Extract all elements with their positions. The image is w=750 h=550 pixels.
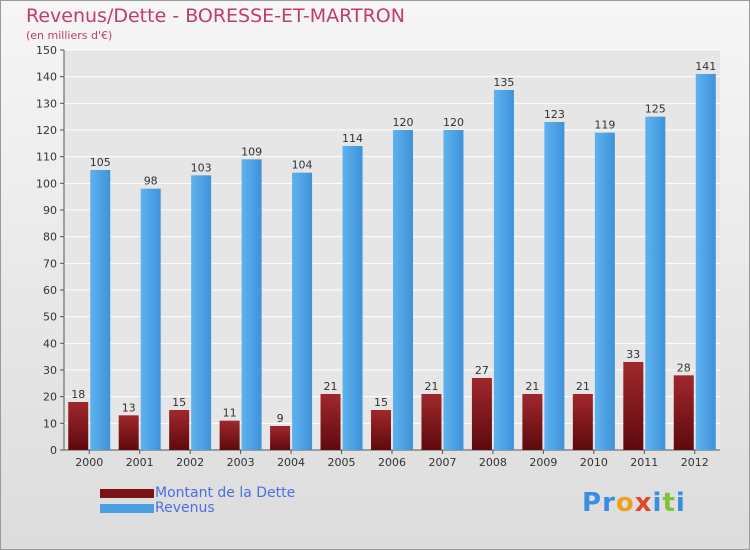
logo-letter: t <box>662 488 676 518</box>
legend-swatch-dette <box>100 489 154 498</box>
legend-swatch-revenus <box>100 504 154 513</box>
y-tick-label: 40 <box>43 337 57 350</box>
y-tick-label: 110 <box>36 151 57 164</box>
bar-dette-2001 <box>118 415 139 450</box>
data-label-revenus-2005: 114 <box>342 132 363 145</box>
data-label-dette-2004: 9 <box>277 412 284 425</box>
bar-dette-2007 <box>421 394 442 450</box>
bar-revenus-2002 <box>191 175 212 451</box>
bar-revenus-2012 <box>695 74 716 450</box>
data-label-dette-2008: 27 <box>475 364 489 377</box>
bar-revenus-2006 <box>393 130 413 450</box>
bar-revenus-2005 <box>342 146 363 450</box>
bar-dette-2009 <box>522 394 543 450</box>
data-label-dette-2010: 21 <box>576 380 590 393</box>
x-tick-label-2004: 2004 <box>277 456 305 469</box>
x-tick-label-2005: 2005 <box>328 456 356 469</box>
plot-area <box>64 50 720 450</box>
chart-title: Revenus/Dette - BORESSE-ET-MARTRON <box>26 5 405 27</box>
bar-dette-2002 <box>169 410 190 450</box>
proxiti-logo: Proxiti <box>582 488 686 518</box>
x-tick-label-2002: 2002 <box>176 456 204 469</box>
data-label-dette-2005: 21 <box>324 380 338 393</box>
data-label-dette-2001: 13 <box>122 401 136 414</box>
bar-revenus-2003 <box>241 159 262 451</box>
bar-revenus-2011 <box>645 116 666 451</box>
data-label-dette-2012: 28 <box>677 361 691 374</box>
data-label-dette-2007: 21 <box>424 380 438 393</box>
data-label-revenus-2002: 103 <box>191 161 212 174</box>
bar-dette-2006 <box>371 410 391 450</box>
bar-revenus-2004 <box>292 172 313 450</box>
y-tick-label: 70 <box>43 257 57 270</box>
data-label-dette-2011: 33 <box>626 348 640 361</box>
x-tick-label-2006: 2006 <box>378 456 406 469</box>
data-label-revenus-2010: 119 <box>594 119 615 132</box>
data-label-revenus-2011: 125 <box>645 103 666 116</box>
data-label-revenus-2000: 105 <box>90 156 111 169</box>
data-label-dette-2002: 15 <box>172 396 186 409</box>
y-tick-label: 120 <box>36 124 57 137</box>
data-label-revenus-2007: 120 <box>443 116 464 129</box>
y-tick-label: 60 <box>43 284 57 297</box>
data-label-revenus-2012: 141 <box>695 60 716 73</box>
bar-revenus-2010 <box>594 132 615 450</box>
bar-revenus-2007 <box>443 130 464 450</box>
x-tick-label-2000: 2000 <box>75 456 103 469</box>
data-label-dette-2009: 21 <box>525 380 539 393</box>
data-label-revenus-2003: 109 <box>241 145 262 158</box>
x-tick-label-2011: 2011 <box>630 456 658 469</box>
logo-letter: x <box>634 488 653 518</box>
bar-dette-2011 <box>623 362 644 450</box>
y-tick-label: 130 <box>36 97 57 110</box>
logo-letter: i <box>652 488 663 518</box>
x-tick-label-2003: 2003 <box>227 456 255 469</box>
y-tick-label: 100 <box>36 177 57 190</box>
x-tick-label-2001: 2001 <box>126 456 154 469</box>
logo-letter: o <box>615 488 635 518</box>
bar-revenus-2009 <box>544 122 565 450</box>
data-label-dette-2003: 11 <box>223 407 237 420</box>
logo-letter: P <box>582 488 603 518</box>
y-tick-label: 80 <box>43 231 57 244</box>
data-label-dette-2000: 18 <box>71 388 85 401</box>
data-label-revenus-2001: 98 <box>144 175 158 188</box>
bar-revenus-2000 <box>90 170 111 450</box>
y-tick-label: 30 <box>43 364 57 377</box>
y-tick-label: 20 <box>43 391 57 404</box>
y-tick-label: 0 <box>50 444 57 457</box>
data-label-revenus-2006: 120 <box>393 116 414 129</box>
x-tick-label-2010: 2010 <box>580 456 608 469</box>
bar-revenus-2001 <box>140 188 161 450</box>
bar-dette-2004 <box>270 426 291 450</box>
x-tick-label-2008: 2008 <box>479 456 507 469</box>
data-label-dette-2006: 15 <box>374 396 388 409</box>
logo-letter: i <box>675 488 686 518</box>
y-tick-label: 10 <box>43 417 57 430</box>
y-tick-label: 90 <box>43 204 57 217</box>
bar-revenus-2008 <box>493 90 514 450</box>
chart-subtitle: (en milliers d'€) <box>26 29 113 42</box>
y-tick-label: 50 <box>43 311 57 324</box>
data-label-revenus-2009: 123 <box>544 108 565 121</box>
data-label-revenus-2008: 135 <box>493 76 514 89</box>
x-tick-label-2009: 2009 <box>529 456 557 469</box>
bar-dette-2012 <box>673 375 694 450</box>
y-tick-label: 140 <box>36 71 57 84</box>
logo-letter: r <box>602 488 616 518</box>
y-tick-label: 150 <box>36 44 57 57</box>
bar-dette-2003 <box>219 420 240 450</box>
legend-label-dette: Montant de la Dette <box>155 485 296 501</box>
x-tick-label-2007: 2007 <box>428 456 456 469</box>
legend-label-revenus: Revenus <box>155 500 215 516</box>
bar-dette-2008 <box>471 378 492 450</box>
bar-dette-2000 <box>68 402 89 450</box>
bar-dette-2010 <box>572 394 593 450</box>
data-label-revenus-2004: 104 <box>292 159 313 172</box>
x-tick-label-2012: 2012 <box>681 456 709 469</box>
bar-dette-2005 <box>320 394 341 450</box>
